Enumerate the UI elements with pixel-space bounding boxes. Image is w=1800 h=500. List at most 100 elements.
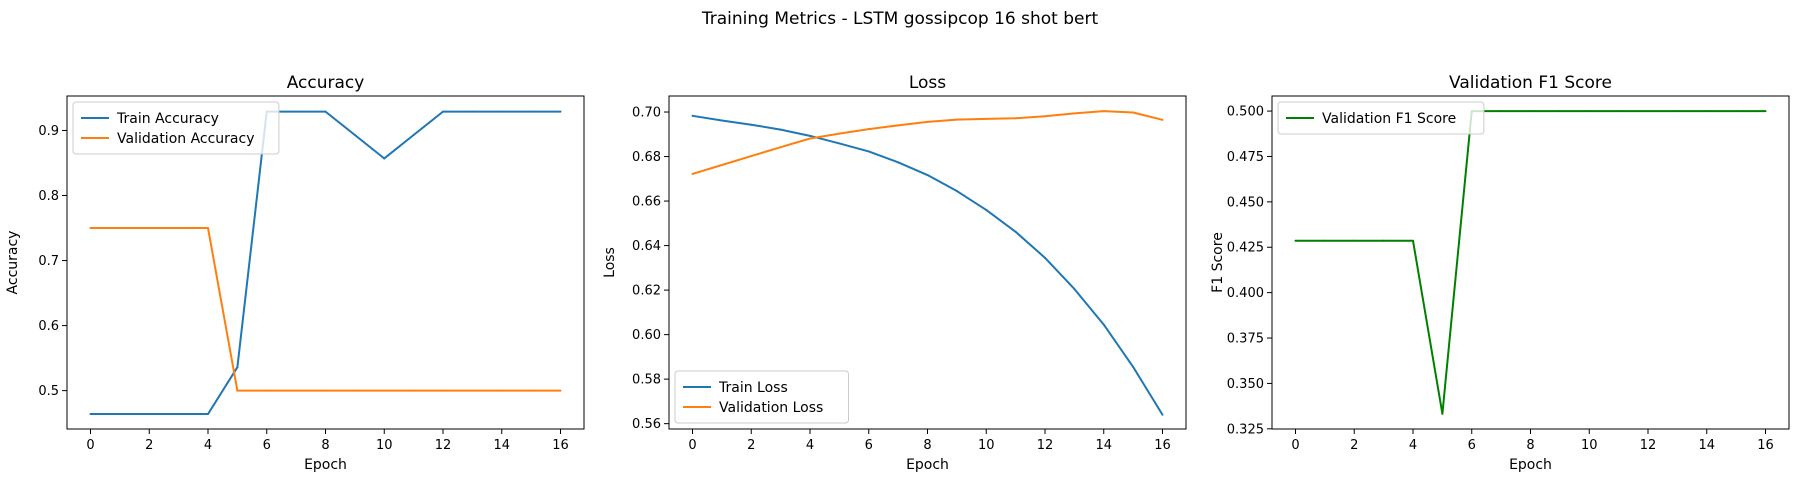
data-point — [691, 114, 694, 117]
series-line-1 — [692, 114, 1164, 416]
data-point — [177, 227, 180, 230]
y-tick-label: 0.450 — [1227, 195, 1264, 210]
data-point — [442, 110, 444, 113]
data-point — [530, 110, 533, 113]
y-axis-label: Accuracy — [5, 231, 21, 295]
data-point — [1441, 412, 1444, 415]
data-point — [530, 389, 533, 392]
data-point — [779, 146, 782, 149]
plot-area-frame — [668, 95, 1187, 430]
x-tick-label: 0 — [1291, 438, 1299, 453]
x-tick-label: 0 — [86, 438, 94, 453]
x-tick-label: 14 — [493, 438, 510, 453]
data-point — [926, 174, 929, 177]
data-point — [955, 118, 958, 121]
x-tick-label: 14 — [1698, 438, 1715, 453]
y-tick-label: 0.8 — [38, 189, 59, 204]
panel-title: Validation F1 Score — [1449, 73, 1612, 93]
data-point — [207, 413, 209, 416]
legend-label: Train Accuracy — [116, 111, 219, 127]
data-point — [1014, 230, 1017, 233]
data-point — [1161, 413, 1164, 416]
data-point — [897, 161, 900, 164]
x-tick-label: 4 — [806, 438, 814, 453]
figure-title: Training Metrics - LSTM gossipcop 16 sho… — [701, 9, 1099, 29]
x-tick-label: 0 — [688, 438, 696, 453]
x-tick-label: 12 — [435, 438, 452, 453]
y-tick-label: 0.5 — [38, 384, 59, 399]
data-point — [720, 164, 723, 167]
chart-panels: Accuracy 0 2 4 6 8 10 12 14 16 0.5 0.6 0.7 0.8 0.9 Epoc… — [5, 73, 1790, 473]
x-tick-label: 6 — [1468, 438, 1476, 453]
y-tick-label: 0.7 — [38, 254, 59, 269]
data-point — [118, 413, 121, 416]
data-point — [265, 389, 268, 392]
data-point — [1676, 110, 1679, 113]
data-point — [779, 128, 782, 131]
data-point — [1500, 110, 1503, 113]
data-point — [177, 413, 180, 416]
data-point — [89, 227, 92, 230]
data-point — [471, 110, 474, 113]
y-tick-label: 0.64 — [632, 239, 661, 254]
data-point — [867, 150, 870, 153]
data-point — [383, 157, 386, 160]
data-point — [559, 110, 562, 113]
data-point — [383, 389, 386, 392]
panel-title: Accuracy — [287, 73, 365, 93]
data-point — [1735, 110, 1738, 113]
y-tick-label: 0.62 — [632, 284, 661, 299]
y-tick-label: 0.58 — [632, 373, 661, 388]
data-point — [1647, 110, 1649, 113]
data-point — [1073, 112, 1076, 115]
legend-label: Train Loss — [718, 380, 788, 396]
series-line-1 — [1295, 110, 1766, 415]
legend-frame — [1277, 101, 1485, 135]
data-point — [809, 137, 811, 140]
data-point — [867, 128, 870, 131]
data-point — [207, 227, 209, 230]
data-point — [1014, 117, 1017, 120]
data-point — [1044, 115, 1046, 118]
y-tick-label: 0.66 — [632, 195, 661, 210]
plot-area-frame — [1271, 95, 1790, 430]
data-point — [1588, 110, 1591, 113]
data-point — [1558, 110, 1561, 113]
x-tick-label: 16 — [1154, 438, 1171, 453]
y-tick-label: 0.425 — [1227, 241, 1264, 256]
data-point — [1132, 111, 1135, 114]
y-tick-label: 0.500 — [1227, 105, 1264, 120]
y-tick-label: 0.6 — [38, 319, 59, 334]
legend-label: Validation F1 Score — [1322, 111, 1456, 127]
data-point — [1353, 239, 1356, 242]
legend: Train Loss Validation Loss — [674, 370, 849, 424]
data-point — [897, 124, 900, 127]
data-point — [1102, 323, 1105, 326]
data-point — [1161, 118, 1164, 121]
data-point — [1382, 239, 1385, 242]
data-point — [295, 110, 298, 113]
y-tick-label: 0.475 — [1227, 150, 1264, 165]
legend: Validation F1 Score — [1277, 101, 1485, 135]
x-tick-label: 14 — [1095, 438, 1112, 453]
x-tick-label: 4 — [204, 438, 212, 453]
data-point — [720, 119, 723, 122]
data-point — [1132, 365, 1135, 368]
x-tick-label: 6 — [263, 438, 271, 453]
y-tick-label: 0.350 — [1227, 377, 1264, 392]
y-tick-label: 0.9 — [38, 124, 59, 139]
data-point — [750, 155, 753, 158]
x-tick-label: 2 — [145, 438, 153, 453]
legend-frame — [674, 370, 849, 424]
plot-area-frame — [66, 95, 585, 430]
data-point — [955, 190, 958, 193]
series-line-1 — [90, 110, 561, 416]
data-point — [148, 227, 151, 230]
x-axis-label: Epoch — [1509, 457, 1552, 473]
legend-frame — [72, 101, 280, 155]
x-axis-label: Epoch — [906, 457, 949, 473]
panel-title: Loss — [909, 73, 946, 93]
x-tick-label: 12 — [1640, 438, 1657, 453]
y-tick-label: 0.60 — [632, 328, 661, 343]
